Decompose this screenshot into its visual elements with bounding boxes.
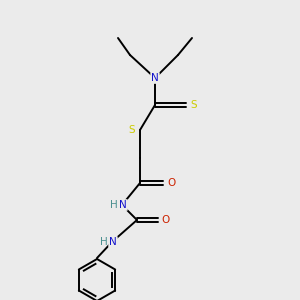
Text: N: N [109,237,117,247]
Text: S: S [191,100,197,110]
Text: H: H [110,200,118,210]
Text: S: S [129,125,135,135]
Text: H: H [100,237,108,247]
Text: O: O [167,178,175,188]
Text: O: O [162,215,170,225]
Text: N: N [151,73,159,83]
Text: N: N [119,200,127,210]
